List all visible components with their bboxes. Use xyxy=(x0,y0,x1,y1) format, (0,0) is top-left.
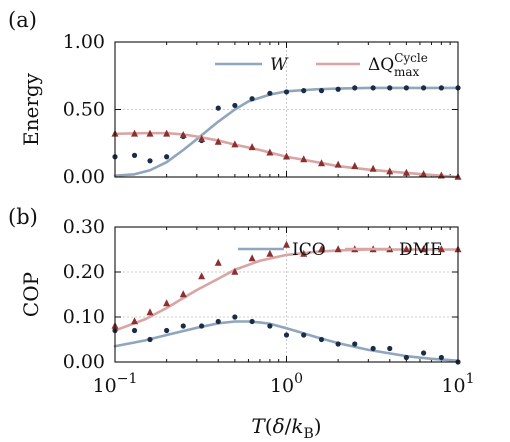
y-tick-label: 0.50 xyxy=(63,99,105,121)
data-point xyxy=(164,327,170,334)
data-point xyxy=(420,350,427,356)
data-point xyxy=(249,96,255,102)
y-tick-label: 0.20 xyxy=(63,261,105,283)
data-point xyxy=(249,318,255,325)
y-tick-label: 1.00 xyxy=(63,31,105,53)
data-point xyxy=(131,317,139,325)
data-point xyxy=(318,159,326,167)
data-point xyxy=(335,86,341,92)
data-point xyxy=(146,129,154,137)
data-point xyxy=(131,327,138,334)
data-point xyxy=(334,160,342,168)
data-point xyxy=(231,140,239,148)
data-point xyxy=(318,88,325,94)
data-point xyxy=(214,258,222,266)
data-point xyxy=(301,332,307,338)
plot-frame xyxy=(114,226,459,363)
data-point xyxy=(335,341,341,347)
data-point xyxy=(301,88,307,94)
y-tick-label: 0.10 xyxy=(63,306,105,328)
data-point xyxy=(437,245,445,253)
data-point xyxy=(179,290,187,298)
x-tick-label: 10−1 xyxy=(93,371,138,397)
data-point xyxy=(403,354,409,361)
data-point xyxy=(248,143,256,151)
data-point xyxy=(164,154,170,160)
data-point xyxy=(199,323,205,329)
data-point xyxy=(180,323,186,329)
data-point xyxy=(352,85,358,91)
data-point xyxy=(146,308,154,316)
legend: W ΔQCycle max xyxy=(215,51,428,79)
panel-label: (a) xyxy=(8,8,37,32)
data-point xyxy=(232,102,238,109)
data-point xyxy=(351,162,359,169)
data-point xyxy=(266,249,274,257)
data-point xyxy=(402,245,410,253)
data-point xyxy=(403,85,409,91)
data-point xyxy=(402,168,410,176)
series-line xyxy=(113,131,460,179)
data-point xyxy=(266,148,274,156)
data-point xyxy=(215,318,221,325)
panel-a: 0.00 0.50 1.00 (a) Energy W ΔQCycle max xyxy=(8,8,462,188)
x-tick-label: 100 xyxy=(270,371,303,397)
data-point xyxy=(163,299,171,307)
data-point xyxy=(147,336,153,343)
data-point xyxy=(231,267,239,275)
y-tick-label: 0.00 xyxy=(63,351,105,373)
legend-label: ΔQCycle max xyxy=(368,51,428,79)
x-tick-label: 101 xyxy=(441,371,474,397)
y-axis-title: Energy xyxy=(19,72,43,146)
data-point xyxy=(300,155,308,163)
y-tick-label: 0.30 xyxy=(63,216,105,238)
data-point xyxy=(420,170,428,178)
data-point xyxy=(369,164,377,172)
data-point xyxy=(147,158,153,164)
legend: ICO DME xyxy=(238,240,442,260)
plot-frame xyxy=(114,41,459,178)
data-point xyxy=(334,245,342,253)
data-point xyxy=(215,105,221,111)
series-line xyxy=(113,248,460,332)
data-point xyxy=(300,249,308,257)
data-point xyxy=(438,85,444,91)
data-point xyxy=(267,323,273,329)
data-point xyxy=(438,354,444,361)
data-point xyxy=(386,167,394,175)
panel-b: 0.00 0.10 0.20 0.30 (b) COP ICO DME 10−1 100 101 T(… xyxy=(8,205,475,442)
data-point xyxy=(387,345,393,352)
data-point xyxy=(131,129,139,137)
data-point xyxy=(214,137,222,145)
data-point xyxy=(283,240,290,248)
data-point xyxy=(352,341,358,347)
data-point xyxy=(387,85,393,91)
data-point xyxy=(248,254,256,262)
data-point xyxy=(283,152,290,160)
x-axis-title: T(δ/kB) xyxy=(251,414,321,442)
data-point xyxy=(420,85,427,91)
data-point xyxy=(198,135,206,142)
data-point xyxy=(232,314,238,320)
data-point xyxy=(179,130,187,138)
series-line xyxy=(113,320,460,362)
data-point xyxy=(420,245,428,253)
legend-label: DME xyxy=(399,240,442,260)
data-point xyxy=(283,89,290,95)
y-tick-label: 0.00 xyxy=(63,166,105,188)
panel-label: (b) xyxy=(8,205,38,229)
data-point xyxy=(370,345,376,352)
data-point xyxy=(370,85,376,91)
legend-label: ICO xyxy=(292,240,326,260)
data-point xyxy=(198,272,206,280)
data-point xyxy=(318,245,326,253)
y-axis-title: COP xyxy=(19,272,43,317)
data-point xyxy=(267,90,273,96)
legend-label: W xyxy=(270,55,289,75)
data-point xyxy=(131,152,138,158)
data-point xyxy=(283,332,290,338)
data-point xyxy=(163,129,171,137)
data-point xyxy=(318,336,325,343)
